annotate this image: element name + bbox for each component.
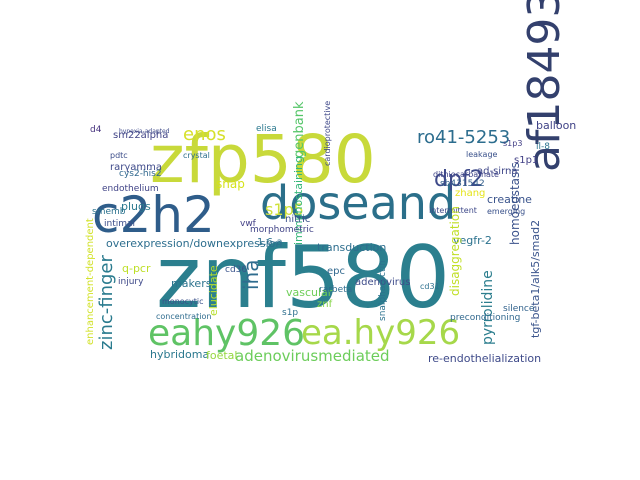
cloud-word: q-pcr — [122, 262, 151, 275]
cloud-word: leakage — [466, 150, 498, 159]
cloud-word: epc — [327, 266, 345, 277]
cloud-word: sm22alpha — [113, 130, 168, 141]
cloud-word: enhancement-dependent — [85, 218, 96, 345]
cloud-word: pyrrolidine — [480, 270, 496, 345]
cloud-word: elisa — [256, 124, 277, 134]
cloud-word: transduction — [317, 241, 386, 254]
cloud-word: preconditioning — [450, 313, 520, 323]
cloud-word: morphometric — [250, 225, 314, 235]
cloud-word: d4 — [90, 125, 102, 135]
cloud-word: dpf2 — [434, 167, 484, 192]
cloud-word: s1p — [282, 308, 298, 318]
cloud-word: snalpha-actin — [378, 260, 388, 321]
cloud-word: enos — [183, 124, 226, 145]
cloud-word: adenovirus — [355, 277, 410, 288]
cloud-word: intermittent — [429, 206, 477, 215]
cloud-word: nitric — [285, 214, 310, 225]
cloud-word: tgf-beta1/alk5/smad2 — [529, 220, 542, 338]
cloud-word: endothelium — [102, 184, 159, 194]
cloud-word: s1p1 — [514, 155, 538, 166]
cloud-word: disaggregation — [448, 206, 462, 296]
cloud-word: af184939 — [519, 0, 570, 172]
cloud-word: homoeostasis — [508, 162, 522, 245]
cloud-word: hypoxia-adapted — [119, 128, 170, 135]
cloud-word: plugs — [121, 200, 151, 213]
cloud-word: il-8 — [536, 142, 550, 152]
cloud-word: foetal — [206, 349, 237, 362]
cloud-word: rarγamma — [110, 162, 162, 173]
cloud-word: cd36 — [225, 265, 247, 275]
cloud-word: immunostaining — [292, 156, 305, 245]
cloud-word: 1.6-a — [257, 237, 283, 248]
cloud-word: zinc-finger — [96, 255, 117, 350]
cloud-word: vegfr-2 — [453, 234, 492, 247]
cloud-word: emerging — [487, 207, 525, 216]
cloud-word: ro41-5253 — [417, 127, 510, 148]
cloud-word: zfp580 — [150, 121, 376, 198]
cloud-word: intimal — [104, 219, 135, 229]
cloud-word: s1p5 — [265, 200, 304, 219]
cloud-word: monocytic — [162, 297, 204, 306]
cloud-word: injury — [118, 277, 144, 287]
cloud-word: re-endothelialization — [428, 352, 541, 365]
cloud-word: balloon — [536, 119, 576, 132]
cloud-word: crystal — [183, 151, 210, 160]
cloud-word: overexpression/downexpression — [106, 237, 282, 250]
cloud-word: concentration — [156, 312, 211, 321]
cloud-word: cd31 — [420, 282, 440, 291]
cloud-word: s1p3 — [503, 139, 522, 148]
cloud-word: iha — [239, 260, 263, 291]
cloud-word: cardioprotective — [323, 101, 332, 166]
cloud-word: creatine — [487, 193, 532, 206]
cloud-word: ea.hy926 — [301, 313, 460, 353]
cloud-word: elucidate — [207, 265, 220, 316]
cloud-word: hybridoma — [150, 348, 209, 361]
cloud-word: sb431542 — [440, 179, 485, 189]
cloud-word: pdtc — [110, 151, 128, 160]
cloud-word: znf — [317, 299, 333, 310]
cloud-word: doseand — [260, 176, 456, 230]
cloud-word: rarbeta — [319, 285, 352, 295]
cloud-word: eahy926 — [148, 313, 305, 354]
cloud-word: genbank — [292, 101, 307, 158]
cloud-word: dithiocarbamate — [433, 170, 499, 179]
cloud-word: zhang — [455, 188, 485, 199]
cloud-word: znf580 — [156, 228, 450, 328]
cloud-word: c2h2 — [92, 186, 215, 244]
cloud-word: adenovirusmediated — [235, 347, 390, 365]
cloud-word: cys2-his2 — [119, 169, 162, 179]
cloud-word: vascular — [286, 286, 333, 299]
cloud-word: ad-sirna — [477, 166, 517, 177]
cloud-word: snap — [216, 177, 245, 191]
cloud-word: silence — [503, 304, 535, 314]
cloud-word: smemb — [92, 207, 126, 217]
cloud-word: makers — [171, 277, 212, 290]
cloud-word: vwf — [240, 219, 257, 229]
